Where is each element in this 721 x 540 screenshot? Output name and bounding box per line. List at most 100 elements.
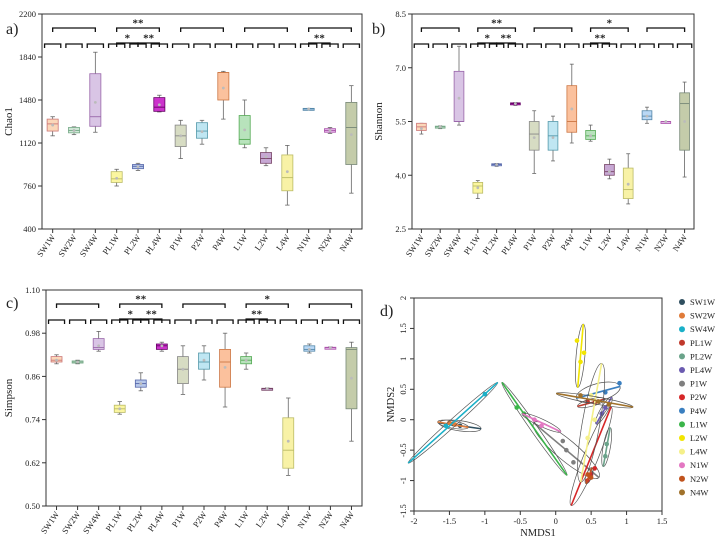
significance-label: *	[128, 309, 134, 321]
y-tick-label: 2200	[19, 9, 36, 19]
legend-marker-N2W	[679, 475, 685, 482]
point-N1W	[539, 423, 544, 429]
mean-point	[264, 155, 268, 159]
y-tick-label: 4.0	[395, 170, 406, 180]
x-tick-label: P1W	[521, 232, 539, 252]
mean-point	[664, 120, 668, 123]
x-tick-label: PL4W	[146, 509, 167, 533]
x-tick-label: N1W	[633, 232, 652, 253]
point-SW4W	[443, 423, 449, 429]
x-tick-label: SW4W	[441, 232, 464, 258]
mean-point	[200, 130, 204, 134]
axis-line-L2W	[576, 323, 585, 388]
y-tick-label: 1840	[19, 52, 36, 62]
mean-point	[160, 344, 164, 348]
significance-bracket	[342, 43, 361, 48]
x-axis-label: NMDS1	[520, 528, 556, 539]
point-L1W	[514, 405, 520, 410]
significance-bracket	[119, 303, 163, 308]
x-tick-label: N4W	[337, 232, 356, 253]
legend-label: PL4W	[690, 365, 712, 375]
point-N1W	[532, 417, 537, 423]
x-tick-label: PL2W	[122, 232, 143, 256]
x-tick-label: SW2W	[60, 509, 83, 535]
legend-label: N4W	[690, 487, 708, 497]
panel-label: d)	[380, 303, 393, 320]
y-tick-label: 2	[398, 296, 408, 300]
panel-label: b)	[372, 21, 385, 38]
x-tick-label: N1W	[295, 232, 314, 253]
x-tick-label: -0.5	[514, 516, 527, 526]
point-L2W	[578, 359, 583, 365]
mean-point	[495, 163, 498, 166]
box-SW4W	[92, 338, 105, 350]
significance-bracket	[245, 318, 268, 323]
significance-label: **	[251, 309, 263, 321]
x-tick-label: 0.5	[586, 516, 597, 526]
significance-bracket	[432, 43, 448, 48]
y-tick-label: 2.5	[395, 224, 406, 234]
significance-bracket	[171, 43, 190, 48]
significance-bracket	[495, 42, 517, 47]
plot-frame	[45, 289, 363, 507]
y-tick-label: 0.74	[25, 415, 41, 425]
legend-marker-L1W	[679, 421, 685, 428]
panel-c-simpson: c) 0.50 0.62 0.74 0.86 0.98 1.10 Simpson SW1WSW2…	[3, 285, 363, 536]
y-tick-label: 1.10	[25, 285, 40, 295]
mean-point	[350, 376, 353, 380]
legend-marker-P2W	[679, 394, 685, 401]
legend-marker-L4W	[679, 448, 685, 455]
axis-line-P4W	[576, 385, 621, 399]
significance-label: **	[135, 294, 147, 306]
y-axis-label: Chao1	[3, 107, 15, 136]
mean-point	[285, 170, 289, 174]
y-tick-label: -1.5	[398, 504, 408, 517]
x-tick-label: -2	[410, 516, 417, 526]
mean-point	[244, 358, 248, 362]
legend-label: L1W	[690, 419, 707, 429]
legend-marker-SW1W	[679, 299, 685, 305]
mean-point	[265, 387, 269, 391]
mean-point	[570, 107, 574, 111]
significance-label: **	[501, 33, 513, 45]
legend-marker-PL1W	[679, 339, 685, 346]
significance-bracket	[420, 27, 460, 32]
significance-bracket	[308, 42, 331, 47]
plot-frame	[413, 297, 663, 512]
axis-line-PL4W	[595, 396, 613, 425]
mean-point	[157, 103, 161, 107]
point-N2W	[588, 475, 594, 480]
significance-bracket	[137, 42, 160, 47]
y-tick-label: 1.5	[398, 323, 408, 334]
legend-marker-PL4W	[679, 367, 685, 373]
x-tick-label: P2W	[189, 232, 207, 252]
x-tick-label: N4W	[337, 509, 356, 530]
x-tick-label: N2W	[316, 232, 335, 253]
point-L4W	[585, 435, 590, 441]
point-P1W	[560, 438, 566, 444]
mean-point	[476, 186, 480, 190]
mean-point	[589, 134, 592, 138]
x-tick-label: P1W	[170, 509, 188, 529]
significance-bracket	[47, 319, 66, 324]
significance-label: *	[125, 33, 131, 45]
significance-bracket	[52, 27, 96, 32]
mean-point	[243, 128, 247, 132]
point-PL4W	[603, 405, 608, 410]
y-tick-label: 0	[398, 418, 408, 422]
significance-bracket	[68, 319, 87, 324]
mean-point	[286, 439, 290, 443]
significance-bracket	[279, 319, 297, 324]
x-tick-label: PL1W	[100, 232, 121, 256]
significance-bracket	[321, 319, 340, 324]
mean-point	[438, 125, 442, 129]
significance-bracket	[116, 27, 160, 32]
significance-bracket	[43, 43, 62, 48]
legend-label: PL2W	[690, 351, 712, 361]
mean-point	[551, 136, 555, 140]
panel-label: a)	[6, 21, 18, 38]
x-tick-label: P1W	[167, 232, 185, 252]
mean-point	[118, 407, 122, 411]
mean-point	[532, 136, 536, 140]
